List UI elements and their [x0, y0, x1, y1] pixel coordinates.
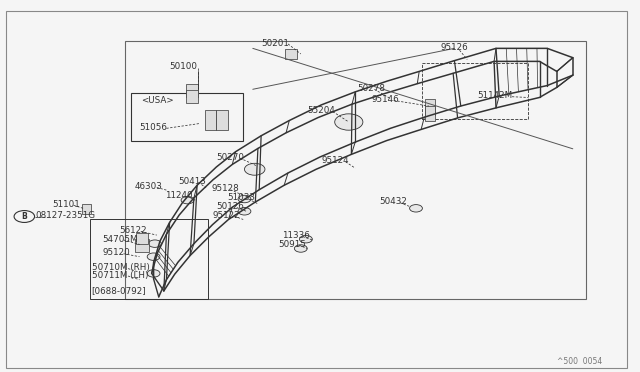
Text: 55204: 55204	[307, 106, 335, 115]
Circle shape	[238, 195, 251, 203]
Text: 51056: 51056	[140, 124, 168, 132]
Text: 95122: 95122	[212, 211, 240, 219]
Text: 50270: 50270	[216, 153, 244, 162]
Circle shape	[335, 114, 363, 130]
Bar	[136, 232, 148, 244]
Circle shape	[238, 208, 251, 215]
Text: 51033: 51033	[227, 193, 255, 202]
Circle shape	[147, 253, 160, 260]
Circle shape	[14, 211, 35, 222]
Text: 50711M (LH): 50711M (LH)	[92, 271, 148, 280]
Bar	[186, 83, 198, 96]
Circle shape	[300, 235, 312, 243]
Text: 50278: 50278	[357, 84, 385, 93]
Circle shape	[410, 205, 422, 212]
Bar	[422, 63, 528, 119]
Text: 95146: 95146	[371, 95, 399, 104]
Text: ^500  0054: ^500 0054	[557, 357, 602, 366]
Text: 50100: 50100	[170, 62, 198, 71]
Text: 50126: 50126	[216, 202, 244, 211]
Text: 50710M (RH): 50710M (RH)	[92, 263, 149, 272]
Text: 51142M: 51142M	[477, 92, 512, 100]
Bar	[425, 106, 435, 121]
Bar	[90, 219, 208, 299]
Bar	[131, 93, 243, 141]
Text: 46303: 46303	[134, 182, 163, 191]
Bar	[186, 90, 198, 103]
Circle shape	[148, 240, 161, 247]
Text: 50432: 50432	[379, 197, 407, 206]
Bar	[135, 239, 149, 252]
Bar	[216, 110, 228, 130]
Circle shape	[244, 163, 265, 175]
Text: 11336: 11336	[282, 231, 309, 240]
Bar	[285, 49, 297, 59]
Circle shape	[147, 270, 160, 277]
Text: 50413: 50413	[178, 177, 206, 186]
Circle shape	[294, 245, 307, 252]
Text: 11240: 11240	[165, 191, 193, 200]
Text: 56122: 56122	[120, 226, 147, 235]
Text: 51101: 51101	[52, 200, 80, 209]
Text: 50915: 50915	[278, 240, 307, 248]
Text: <USA>: <USA>	[141, 96, 173, 105]
Bar	[82, 204, 91, 214]
Text: 54705M: 54705M	[102, 235, 138, 244]
Text: 95124: 95124	[322, 156, 349, 165]
Text: 95120: 95120	[102, 248, 130, 257]
Text: B: B	[22, 212, 27, 221]
Text: [0688-0792]: [0688-0792]	[92, 286, 147, 295]
Text: 95126: 95126	[440, 43, 468, 52]
Bar	[125, 41, 586, 299]
Text: 95128: 95128	[211, 185, 239, 193]
Text: 50201: 50201	[261, 39, 289, 48]
Bar	[425, 99, 435, 115]
Bar	[205, 110, 216, 130]
Text: 08127-2351G: 08127-2351G	[35, 211, 95, 220]
Circle shape	[181, 196, 194, 204]
